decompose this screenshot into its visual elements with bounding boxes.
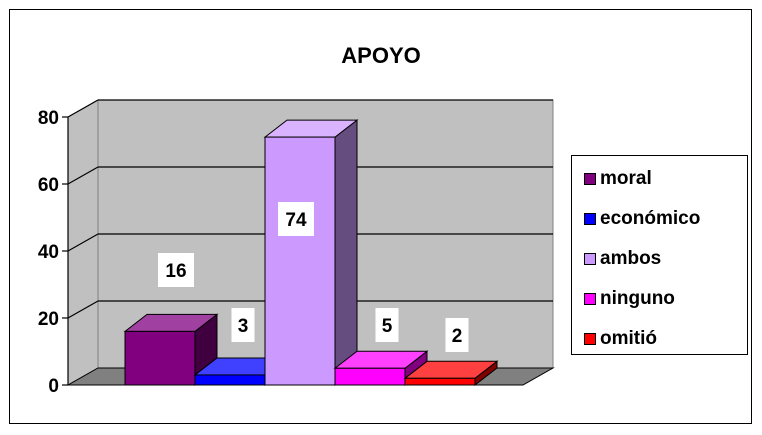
legend-swatch [584,253,596,265]
legend-swatch [584,293,596,305]
bar-omitió [404,377,476,386]
y-tick-label: 40 [38,242,59,263]
legend-label: ambos [600,248,662,269]
chart-title: APOYO [341,43,421,68]
y-tick-label: 60 [38,175,59,196]
gridline-depth [67,166,99,185]
bar-ninguno [334,367,406,386]
data-label-bg [445,318,469,352]
gridline-depth [67,233,99,252]
bar-económico [194,374,266,386]
data-label-bg [278,202,314,236]
legend-swatch [584,213,596,225]
legend-label: moral [600,168,652,189]
legend-label: económico [600,208,701,229]
data-label: 3 [238,316,249,337]
data-label: 5 [382,316,393,337]
data-label: 2 [452,326,463,347]
legend-item: ambos [584,249,661,269]
legend-label: ninguno [600,288,675,309]
legend-swatch [584,333,596,345]
data-label-bg [375,308,399,342]
data-label: 16 [165,261,186,282]
bar-ambos-side [334,119,358,387]
legend-swatch [584,173,596,185]
legend-item: económico [584,209,700,229]
gridline-depth [67,99,99,118]
chart-legend: moral económico ambos ninguno omitió [571,155,748,355]
y-tick-label: 0 [48,376,59,397]
y-tick-label: 80 [38,108,59,129]
gridline-depth [67,300,99,319]
y-tick-label: 20 [38,309,59,330]
legend-item: ninguno [584,289,675,309]
legend-label: omitió [600,328,657,349]
data-label-bg [158,253,194,287]
legend-item: omitió [584,329,657,349]
legend-item: moral [584,169,652,189]
bar-moral [124,330,196,386]
bar-ambos [264,136,336,386]
data-label: 74 [285,210,307,231]
data-label-bg [231,308,255,342]
